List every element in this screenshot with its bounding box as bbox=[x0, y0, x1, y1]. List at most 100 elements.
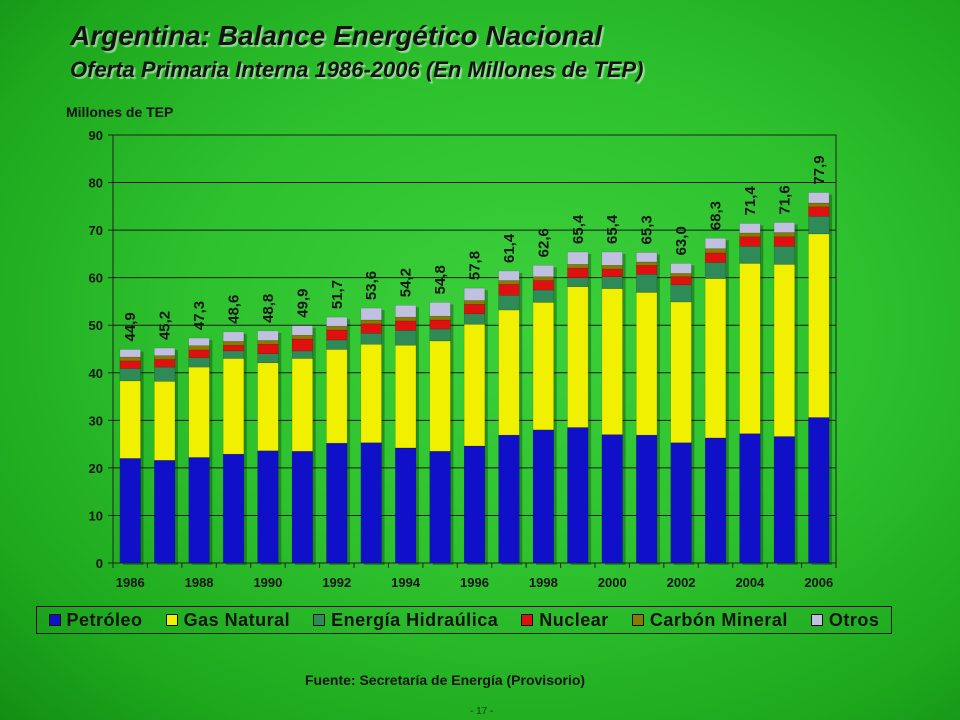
bar-segment-petr-leo bbox=[601, 434, 623, 564]
bar-segment-nuclear bbox=[291, 338, 313, 352]
bar-segment-nuclear bbox=[498, 284, 520, 296]
total-data-label: 44,9 bbox=[122, 312, 139, 341]
chart-legend: Petróleo Gas Natural Energía Hidraúlica Nuc… bbox=[36, 606, 892, 634]
bar-segment-carb-n-mineral bbox=[291, 334, 313, 340]
bar-segment-carb-n-mineral bbox=[222, 341, 245, 346]
bar-segment-carb-n-mineral bbox=[773, 232, 795, 238]
bar-segment-nuclear bbox=[808, 206, 830, 217]
bar-segment-carb-n-mineral bbox=[670, 273, 692, 277]
bar-segment-energ-a-hidra-lica bbox=[808, 216, 830, 235]
bar-segment-petr-leo bbox=[808, 417, 830, 564]
bar-segment-energ-a-hidra-lica bbox=[326, 339, 348, 350]
bar-segment-petr-leo bbox=[670, 442, 692, 564]
y-tick-label: 0 bbox=[96, 556, 103, 571]
bar-segment-otros bbox=[154, 347, 176, 356]
bar-segment-otros bbox=[498, 270, 520, 281]
legend-swatch bbox=[631, 614, 644, 626]
total-data-label: 65,4 bbox=[604, 214, 621, 244]
bar-segment-carb-n-mineral bbox=[119, 356, 141, 362]
bar-segment-petr-leo bbox=[119, 458, 141, 564]
total-data-label: 48,8 bbox=[260, 294, 277, 323]
bar-segment-petr-leo bbox=[463, 445, 486, 564]
bar-segment-otros bbox=[567, 251, 589, 265]
y-tick-label: 50 bbox=[89, 318, 103, 333]
legend-item: Energía Hidraúlica bbox=[313, 610, 498, 631]
bar-segment-carb-n-mineral bbox=[739, 232, 761, 238]
bar-segment-nuclear bbox=[222, 344, 245, 352]
bar-segment-gas-natural bbox=[291, 358, 313, 452]
bar-segment-gas-natural bbox=[498, 309, 520, 436]
legend-label: Gas Natural bbox=[183, 609, 291, 630]
bar-segment-carb-n-mineral bbox=[395, 316, 417, 322]
bar-segment-petr-leo bbox=[188, 457, 210, 564]
bar-segment-otros bbox=[808, 192, 830, 204]
x-tick-label: 1992 bbox=[322, 575, 351, 590]
bar-segment-carb-n-mineral bbox=[567, 264, 589, 269]
bar-segment-energ-a-hidra-lica bbox=[636, 274, 658, 293]
bar-segment-gas-natural bbox=[704, 278, 727, 439]
stacked-bar-chart: 0 10 20 30 40 50 60 70 80 90 44,9 1986 45,2 47,3 1988 4… bbox=[89, 128, 837, 590]
total-data-label: 49,9 bbox=[294, 288, 311, 317]
bar-segment-gas-natural bbox=[739, 263, 761, 434]
bar-segment-energ-a-hidra-lica bbox=[188, 357, 210, 368]
bar-segment-carb-n-mineral bbox=[154, 355, 176, 360]
legend-item: Otros bbox=[810, 610, 880, 631]
x-tick-label: 2006 bbox=[804, 575, 833, 590]
bar-segment-gas-natural bbox=[567, 286, 589, 428]
bar-segment-energ-a-hidra-lica bbox=[257, 353, 279, 364]
bar-segment-otros bbox=[739, 223, 761, 234]
bar-segment-nuclear bbox=[257, 343, 279, 355]
bar-segment-petr-leo bbox=[739, 433, 761, 564]
bar-segment-otros bbox=[463, 287, 486, 301]
bar-segment-carb-n-mineral bbox=[636, 261, 658, 266]
bar-segment-energ-a-hidra-lica bbox=[360, 333, 382, 345]
bar-segment-energ-a-hidra-lica bbox=[704, 262, 727, 279]
bar-segment-carb-n-mineral bbox=[601, 265, 623, 270]
bar-segment-carb-n-mineral bbox=[532, 276, 554, 281]
bar-segment-petr-leo bbox=[326, 442, 348, 564]
legend-item: Gas Natural bbox=[165, 609, 291, 631]
bar-segment-energ-a-hidra-lica bbox=[532, 289, 554, 303]
bar-segment-nuclear bbox=[601, 268, 623, 277]
total-data-label: 63,0 bbox=[673, 226, 690, 255]
bar-segment-otros bbox=[395, 304, 417, 318]
bar-segment-otros bbox=[291, 325, 313, 336]
legend-swatch bbox=[810, 614, 823, 626]
bar-segment-energ-a-hidra-lica bbox=[291, 350, 313, 359]
y-tick-label: 90 bbox=[89, 128, 103, 143]
x-tick-label: 2000 bbox=[598, 575, 627, 590]
bar-segment-petr-leo bbox=[704, 437, 727, 564]
x-tick-label: 1988 bbox=[185, 575, 214, 590]
bar-segment-petr-leo bbox=[222, 453, 245, 564]
bar-segment-petr-leo bbox=[429, 450, 451, 564]
bar-segment-energ-a-hidra-lica bbox=[119, 368, 141, 382]
total-data-label: 62,6 bbox=[535, 228, 552, 257]
source-note: Fuente: Secretaría de Energía (Provisori… bbox=[305, 672, 586, 688]
bar-segment-energ-a-hidra-lica bbox=[670, 284, 692, 303]
bar-segment-otros bbox=[429, 302, 451, 317]
bar-segment-petr-leo bbox=[498, 434, 520, 564]
bar-segment-energ-a-hidra-lica bbox=[395, 330, 417, 346]
bar-segment-gas-natural bbox=[670, 301, 692, 443]
x-tick-label: 1986 bbox=[116, 575, 145, 590]
total-data-label: 68,3 bbox=[708, 201, 725, 230]
y-tick-label: 80 bbox=[89, 176, 103, 191]
total-data-label: 71,6 bbox=[776, 185, 793, 214]
bar-segment-petr-leo bbox=[567, 427, 589, 564]
bar-segment-nuclear bbox=[773, 236, 795, 247]
bar-segment-nuclear bbox=[463, 304, 486, 315]
bar-segment-gas-natural bbox=[808, 233, 830, 418]
total-data-label: 48,6 bbox=[226, 295, 243, 324]
bar-segment-energ-a-hidra-lica bbox=[739, 246, 761, 264]
bar-segment-nuclear bbox=[704, 252, 727, 263]
bar-segment-gas-natural bbox=[257, 362, 279, 452]
bar-segment-gas-natural bbox=[463, 324, 486, 447]
bar-segment-otros bbox=[326, 316, 348, 327]
bar-segment-otros bbox=[670, 263, 692, 274]
y-tick-label: 30 bbox=[89, 413, 103, 428]
bar-segment-otros bbox=[119, 349, 141, 358]
y-axis-label: Millones de TEP bbox=[66, 104, 174, 120]
bar-segment-gas-natural bbox=[773, 264, 795, 437]
bar-segment-gas-natural bbox=[532, 302, 554, 431]
bar-segment-otros bbox=[188, 337, 210, 346]
